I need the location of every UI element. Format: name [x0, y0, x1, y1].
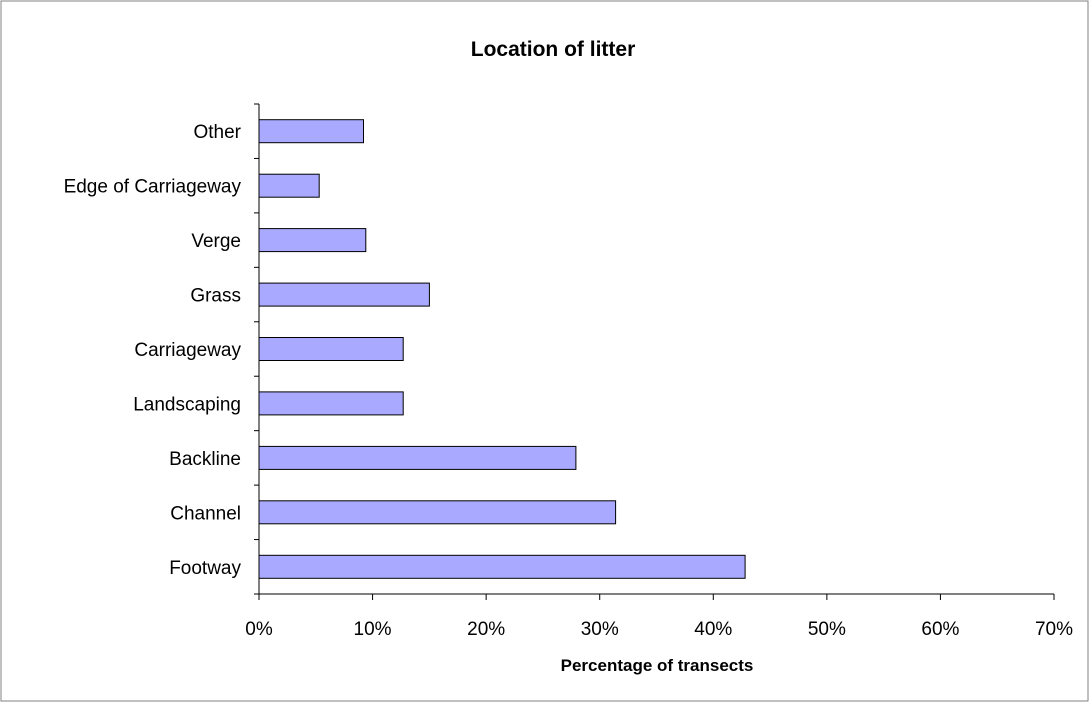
chart-title: Location of litter	[471, 38, 636, 61]
category-label: Carriageway	[134, 340, 241, 361]
bar-edge-of-carriageway	[258, 173, 320, 198]
x-tick-label: 20%	[467, 619, 505, 640]
bar-other	[258, 119, 364, 144]
plot-area: Footway Channel Backline Landscaping Carriag…	[64, 103, 1073, 640]
bar-carriageway	[258, 337, 404, 361]
bar-backline	[258, 445, 577, 470]
category-label: Edge of Carriageway	[64, 177, 242, 198]
bar-grass	[258, 282, 430, 307]
x-tick-label: 40%	[694, 619, 732, 640]
category-label: Footway	[169, 558, 241, 579]
category-label: Channel	[170, 503, 241, 524]
bar-verge	[258, 228, 367, 253]
bar-channel	[258, 500, 617, 525]
x-tick-label: 30%	[581, 619, 619, 640]
category-label: Grass	[190, 286, 241, 307]
category-label: Verge	[191, 231, 241, 252]
category-label: Other	[193, 122, 241, 143]
x-tick-label: 0%	[245, 619, 273, 640]
x-tick-label: 10%	[354, 619, 392, 640]
bar-footway	[258, 554, 746, 579]
category-label: Landscaping	[133, 394, 241, 415]
x-tick-label: 70%	[1035, 619, 1073, 640]
x-tick-label: 60%	[921, 619, 959, 640]
bar-landscaping	[258, 391, 404, 416]
x-axis-title: Percentage of transects	[561, 656, 754, 675]
category-label: Backline	[169, 449, 241, 470]
x-tick-label: 50%	[808, 619, 846, 640]
